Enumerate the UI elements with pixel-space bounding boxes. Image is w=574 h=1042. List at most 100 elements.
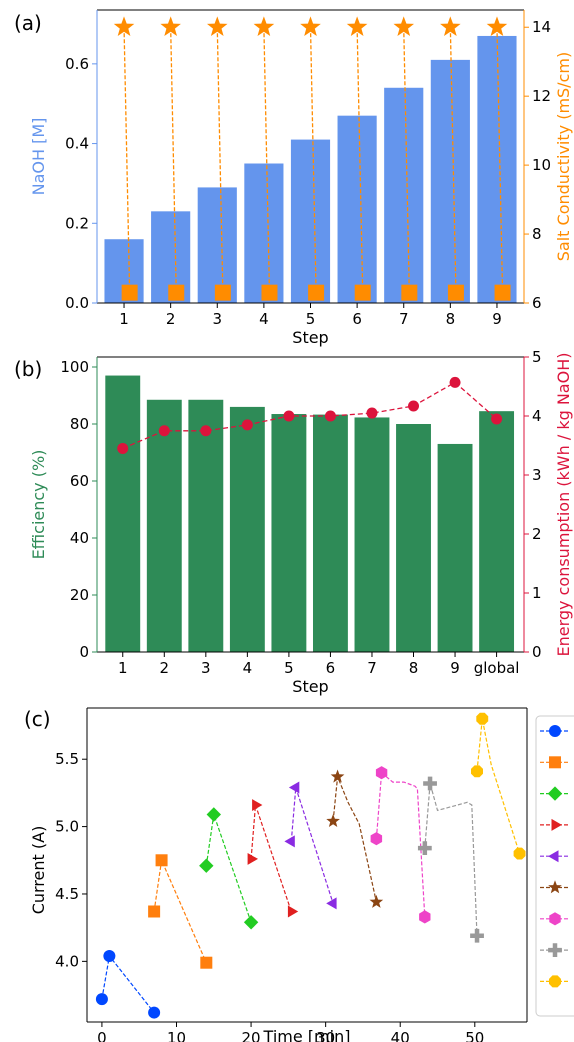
panel-b-chart: (b) 0 20 40 60 80 100 0 1 2 3 4 5 1 2 3 4 5 6 7 8 9 global Step… xyxy=(14,348,573,696)
left-y-tick-label: 4.0 xyxy=(55,952,79,970)
left-y-tick-label: 20 xyxy=(70,586,89,604)
current-series-marker xyxy=(247,853,258,865)
current-series-marker xyxy=(284,835,295,848)
x-tick-label: 2 xyxy=(160,659,170,677)
conductivity-square-marker xyxy=(494,284,511,301)
energy-consumption-point xyxy=(491,413,503,425)
legend-marker xyxy=(548,943,562,958)
right-y-tick-label: 5 xyxy=(532,348,542,366)
current-series-marker xyxy=(470,928,484,943)
legend-marker xyxy=(549,912,561,926)
current-series-marker xyxy=(513,847,526,860)
current-series-marker xyxy=(287,905,299,918)
right-y-axis-title: Energy consumption (kWh / kg NaOH) xyxy=(554,353,573,657)
conductivity-star-marker xyxy=(113,16,135,36)
left-y-axis-title: Efficiency (%) xyxy=(29,450,48,560)
legend-marker xyxy=(547,786,563,801)
legend-marker xyxy=(551,818,562,831)
energy-consumption-point xyxy=(200,425,212,437)
right-y-axis-title: Salt Conductivity (mS/cm) xyxy=(554,52,573,261)
energy-consumption-point xyxy=(117,442,129,454)
current-series-marker xyxy=(199,858,214,873)
conductivity-dashed-line xyxy=(449,27,457,293)
conductivity-star-marker xyxy=(253,16,275,36)
panel-label-c: (c) xyxy=(24,707,51,731)
conductivity-dashed-line xyxy=(170,27,177,293)
right-y-tick-label: 1 xyxy=(532,584,542,602)
x-tick-label: 1 xyxy=(118,659,128,677)
current-series-marker xyxy=(288,781,300,794)
x-axis-title: Step xyxy=(292,677,328,696)
current-series-marker xyxy=(423,776,437,791)
conductivity-dashed-line xyxy=(309,27,317,293)
current-series-marker xyxy=(326,814,340,827)
left-y-tick-label: 0 xyxy=(79,643,89,661)
current-series-marker xyxy=(103,949,116,962)
x-tick-label: 6 xyxy=(352,310,362,328)
efficiency-bar xyxy=(396,424,431,652)
left-y-tick-label: 0.2 xyxy=(65,214,89,232)
efficiency-bar xyxy=(479,411,515,652)
x-tick-label: 8 xyxy=(446,310,456,328)
conductivity-star-marker xyxy=(300,16,321,36)
efficiency-bar xyxy=(229,406,265,652)
current-series-marker xyxy=(206,807,221,822)
legend-marker xyxy=(549,756,561,769)
legend-marker xyxy=(549,975,561,988)
x-tick-label: 0 xyxy=(97,1029,107,1042)
panel-c-legend xyxy=(535,715,574,1017)
x-tick-label: 10 xyxy=(167,1029,186,1042)
efficiency-bar xyxy=(312,414,348,652)
current-series-marker xyxy=(369,894,384,908)
right-y-tick-label: 8 xyxy=(532,225,542,243)
x-tick-label: 20 xyxy=(242,1029,261,1042)
current-series-marker xyxy=(419,910,431,924)
left-y-tick-label: 5.0 xyxy=(55,818,79,836)
x-tick-label: 5 xyxy=(284,659,294,677)
current-series-marker xyxy=(148,1006,161,1019)
energy-consumption-line xyxy=(122,381,498,449)
legend-marker xyxy=(549,725,561,737)
conductivity-square-marker xyxy=(168,284,185,301)
x-tick-label: 40 xyxy=(391,1029,410,1042)
x-tick-label: 50 xyxy=(465,1029,484,1042)
current-series-marker xyxy=(370,832,383,846)
efficiency-bar xyxy=(354,417,390,652)
current-series-marker xyxy=(476,712,489,725)
conductivity-dashed-line xyxy=(356,27,364,293)
right-y-tick-label: 12 xyxy=(532,87,551,105)
conductivity-square-marker xyxy=(401,284,418,301)
left-y-tick-label: 40 xyxy=(70,529,89,547)
conductivity-square-marker xyxy=(447,284,464,301)
right-y-tick-label: 4 xyxy=(532,407,542,425)
current-series-line xyxy=(424,783,478,936)
efficiency-bar xyxy=(105,375,141,652)
left-y-tick-label: 100 xyxy=(60,358,89,376)
efficiency-bar xyxy=(188,399,224,652)
conductivity-square-marker xyxy=(354,284,371,301)
right-y-tick-label: 6 xyxy=(532,294,542,312)
current-series-marker xyxy=(243,915,259,930)
conductivity-square-marker xyxy=(214,284,231,301)
conductivity-square-marker xyxy=(308,284,325,301)
x-tick-label: 7 xyxy=(367,659,377,677)
left-y-tick-label: 5.5 xyxy=(55,750,79,768)
x-tick-label: 6 xyxy=(326,659,336,677)
current-series-marker xyxy=(95,993,108,1006)
x-axis-title: Time [min] xyxy=(263,1027,351,1042)
x-tick-label: 9 xyxy=(450,659,460,677)
x-tick-label: 4 xyxy=(259,310,269,328)
x-tick-label: 1 xyxy=(119,310,129,328)
naoh-bar xyxy=(244,163,284,303)
naoh-bar xyxy=(290,139,331,303)
efficiency-bar xyxy=(146,399,182,652)
efficiency-bar xyxy=(271,414,307,652)
naoh-bar xyxy=(197,187,237,303)
x-tick-label: 8 xyxy=(409,659,419,677)
left-y-tick-label: 0.6 xyxy=(65,55,89,73)
current-series-marker xyxy=(471,765,483,778)
current-series-marker xyxy=(326,897,337,910)
efficiency-bar xyxy=(437,443,473,652)
conductivity-star-marker xyxy=(207,16,228,36)
